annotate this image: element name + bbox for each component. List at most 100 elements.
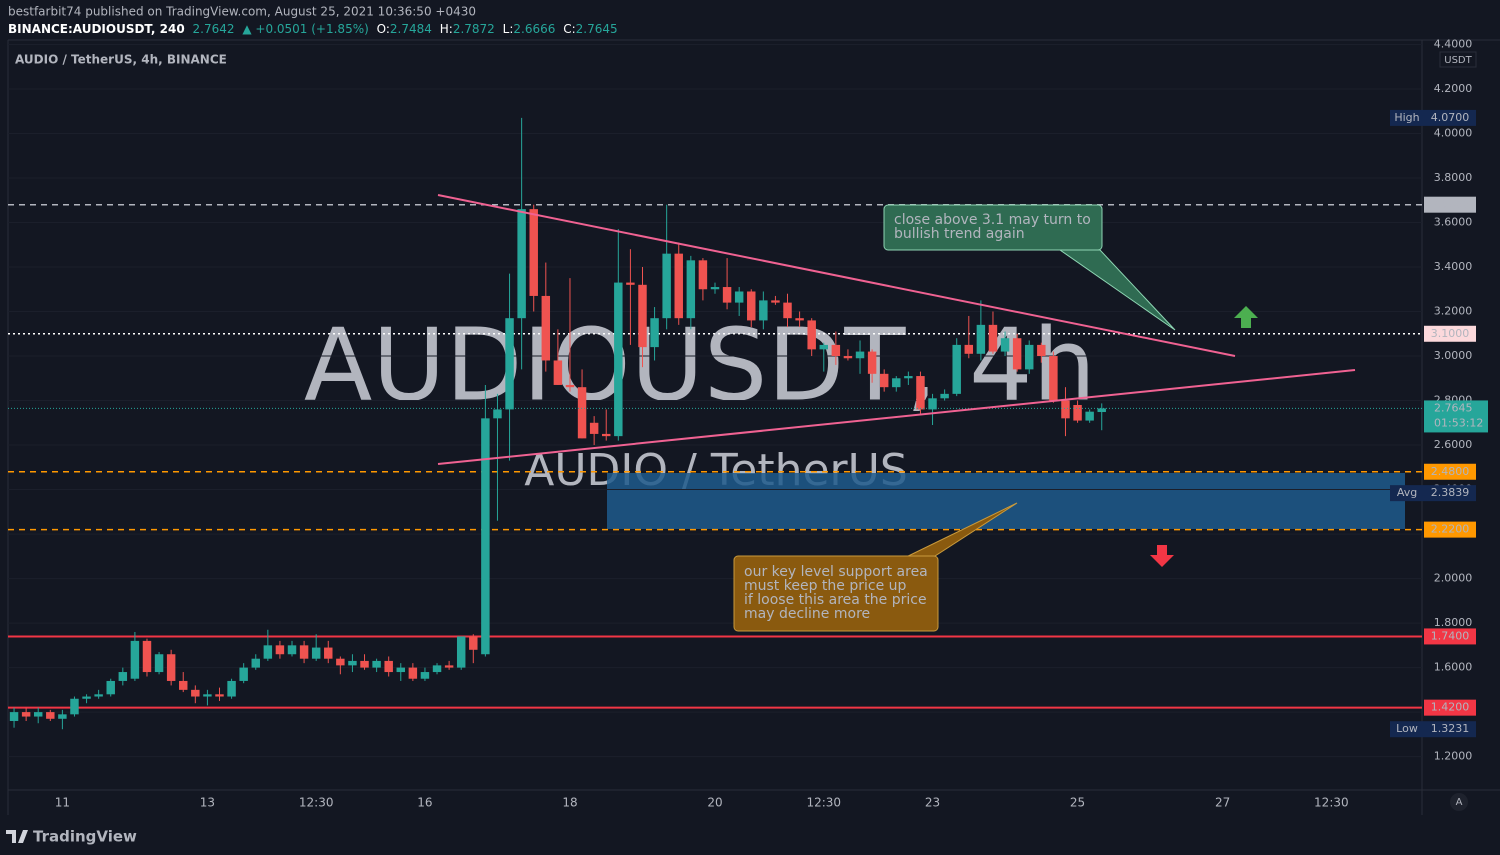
last-price: 2.7642 [193, 22, 235, 36]
level-label: 3.1000 [1431, 327, 1470, 340]
y-tick-label: 1.2000 [1434, 750, 1473, 763]
x-tick-label: 27 [1215, 796, 1230, 810]
candle-body [166, 654, 176, 681]
candle-body [1000, 338, 1010, 352]
candle-body [517, 209, 526, 319]
auto-scale-label[interactable]: A [1456, 797, 1463, 808]
candle-body [674, 253, 683, 319]
candle-body [191, 689, 200, 697]
candle-body [807, 320, 816, 350]
y-tick-label: 4.2000 [1434, 82, 1473, 95]
candle-body [106, 680, 115, 695]
symbol-line: BINANCE:AUDIOUSDT, 240 2.7642 ▲ +0.0501 … [8, 22, 618, 36]
candle-body [1097, 408, 1106, 413]
candle-body [179, 680, 188, 690]
publisher-line: bestfarbit74 published on TradingView.co… [8, 5, 476, 19]
level-label: 3.6800 [1431, 198, 1470, 211]
chart-title: AUDIO / TetherUS, 4h, BINANCE [15, 53, 227, 67]
ohlc-key: H: [440, 22, 453, 36]
unit-box [1439, 51, 1477, 68]
auto-scale-button[interactable] [1450, 793, 1468, 811]
candle-body [964, 344, 974, 354]
marker-box [1424, 721, 1476, 738]
marker-name-box [1390, 485, 1424, 502]
ohlc-key: C: [563, 22, 575, 36]
x-tick-label: 12:30 [1314, 796, 1349, 810]
candle-body [1037, 344, 1046, 357]
candle-body [1024, 344, 1034, 370]
candle-body [940, 393, 949, 399]
candle-body [360, 660, 369, 668]
candle-body [710, 287, 720, 290]
callout-box [733, 555, 939, 632]
callout-text: may decline more [744, 606, 870, 622]
candle-body [21, 712, 31, 717]
level-label-box [1424, 325, 1476, 342]
candle-body [686, 260, 696, 319]
brand-logo [6, 830, 28, 843]
candle-body [904, 376, 913, 379]
candle-body [1073, 404, 1082, 421]
candle-body [734, 291, 744, 303]
x-tick-label: 13 [200, 796, 215, 810]
candle-body [432, 665, 442, 673]
y-tick-label: 3.8000 [1434, 171, 1473, 184]
y-tick-label: 4.0000 [1434, 126, 1473, 139]
marker-value: 1.3231 [1431, 722, 1470, 735]
candle-body [698, 260, 708, 290]
ohlc-value: 2.7872 [453, 22, 495, 36]
ohlc-value: 2.6666 [513, 22, 555, 36]
candle-body [299, 645, 309, 659]
candle-body [795, 318, 804, 321]
candle-body [892, 378, 901, 388]
countdown: 01:53:12 [1434, 416, 1483, 429]
support-zone [607, 473, 1405, 529]
candle-body [469, 636, 478, 650]
candle-body [94, 694, 103, 697]
level-label-box [1424, 196, 1476, 213]
candle-body [70, 698, 79, 715]
ohlc-value: 2.7645 [576, 22, 618, 36]
y-tick-label: 3.6000 [1434, 215, 1473, 228]
y-tick-label: 3.4000 [1434, 260, 1473, 273]
candle-body [311, 647, 321, 659]
candle-body [203, 694, 212, 697]
trend-line [437, 194, 1236, 357]
y-tick-label: 1.8000 [1434, 616, 1473, 629]
candle-body [142, 640, 152, 673]
candle-body [529, 209, 538, 296]
candle-body [916, 376, 925, 410]
candle-body [33, 712, 43, 717]
candle-body [589, 422, 599, 434]
candle-body [384, 660, 393, 673]
callout-text: if loose this area the price [744, 592, 927, 608]
candle-body [239, 667, 248, 681]
candle-body [154, 654, 164, 673]
candle-body [831, 344, 841, 357]
drawings: close above 3.1 may turn to bullish tren… [437, 194, 1356, 632]
candle-body [287, 645, 297, 655]
x-tick-label: 16 [417, 796, 432, 810]
arrow-down [1150, 545, 1174, 567]
candle-body [263, 645, 273, 659]
level-label-box [1424, 628, 1476, 645]
marker-name-box [1390, 721, 1424, 738]
candle-body [348, 660, 357, 666]
candle-body [82, 696, 91, 699]
candle-body [372, 660, 381, 668]
candle-body [867, 351, 877, 374]
callout-text: close above 3.1 may turn to [894, 212, 1091, 228]
x-tick-label: 11 [55, 796, 70, 810]
marker-box [1424, 485, 1476, 502]
candle-body [614, 282, 623, 437]
trend-line [437, 369, 1356, 465]
candle-body [336, 658, 345, 666]
brand: TradingView [33, 828, 137, 846]
candle-body [324, 647, 333, 659]
candle-body [444, 665, 454, 668]
y-tick-label: 3.2000 [1434, 305, 1473, 318]
last-price-box [1424, 400, 1488, 433]
candle-body [565, 384, 575, 388]
